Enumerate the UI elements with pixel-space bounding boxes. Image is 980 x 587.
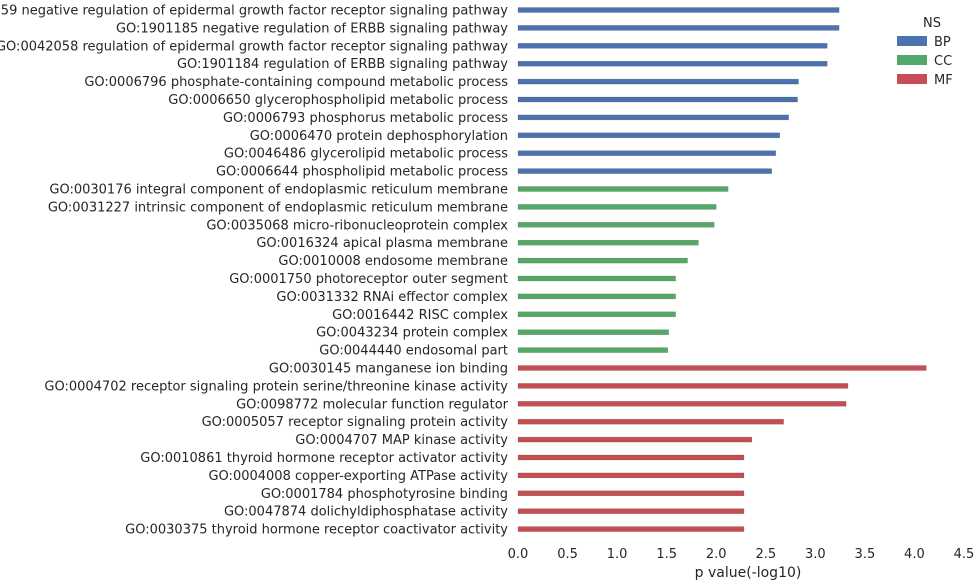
bar-bp [517, 96, 798, 103]
category-label: GO:0010861 thyroid hormone receptor acti… [140, 451, 508, 466]
x-tick-label: 0.0 [508, 547, 529, 562]
legend-swatch-mf [897, 74, 927, 84]
category-label: GO:0006793 phosphorus metabolic process [223, 111, 508, 126]
x-tick-label: 1.0 [607, 547, 628, 562]
bar-cc [517, 293, 676, 300]
bar-cc [517, 275, 676, 282]
category-label: GO:0031227 intrinsic component of endopl… [48, 200, 508, 215]
category-label: GO:0004707 MAP kinase activity [295, 433, 508, 448]
x-axis-ticks: 0.0 0.5 1.0 1.5 2.0 2.5 3.0 3.5 4.0 4.5 [508, 547, 975, 562]
category-label: GO:0035068 micro-ribonucleoprotein compl… [206, 218, 508, 233]
bar-cc [517, 257, 688, 264]
category-label: GO:0004702 receptor signaling protein se… [44, 379, 508, 394]
category-label: GO:1901185 negative regulation of ERBB s… [116, 21, 508, 36]
bar-bp [517, 60, 828, 67]
x-tick-label: 2.0 [706, 547, 727, 562]
x-tick-label: 4.0 [904, 547, 925, 562]
category-label: GO:0044440 endosomal part [319, 344, 508, 359]
category-label: GO:0006796 phosphate-containing compound… [84, 75, 508, 90]
bar-bp [517, 25, 840, 31]
bar-mf [517, 401, 847, 407]
bar-bp [517, 132, 780, 139]
category-label: GO:0030375 thyroid hormone receptor coac… [125, 523, 508, 538]
bar-cc [517, 239, 699, 246]
bars-group [517, 7, 927, 532]
category-label: GO:0006644 phospholipid metabolic proces… [216, 165, 508, 180]
category-label: GO:1901184 regulation of ERBB signaling … [177, 57, 508, 72]
category-label: GO:0016442 RISC complex [332, 308, 508, 323]
legend-swatch-cc [897, 55, 927, 65]
legend-title: NS [923, 16, 941, 31]
bar-mf [517, 436, 753, 443]
bar-mf [517, 526, 745, 532]
bar-bp [517, 114, 789, 121]
legend-label-mf: MF [934, 73, 953, 88]
bar-mf [517, 472, 745, 479]
x-axis-title: p value(-log10) [695, 565, 802, 581]
bar-mf [517, 454, 745, 461]
x-tick-label: 2.5 [755, 547, 776, 562]
bar-bp [517, 150, 776, 156]
bar-cc [517, 347, 668, 353]
x-tick-label: 3.5 [855, 547, 876, 562]
category-label: GO:0006470 protein dephosphorylation [250, 129, 508, 144]
category-labels: GO:0042059 negative regulation of epider… [0, 4, 509, 538]
x-tick-label: 0.5 [557, 547, 578, 562]
category-label: GO:0004008 copper-exporting ATPase activ… [208, 469, 508, 484]
category-label: GO:0001784 phosphotyrosine binding [261, 487, 508, 502]
bar-mf [517, 508, 745, 514]
bar-mf [517, 418, 784, 425]
category-label: GO:0098772 molecular function regulator [236, 397, 509, 412]
legend-label-cc: CC [934, 54, 952, 69]
bar-cc [517, 186, 729, 192]
bar-cc [517, 222, 715, 228]
bar-cc [517, 204, 717, 210]
category-label: GO:0042059 negative regulation of epider… [0, 4, 508, 19]
category-label: GO:0030145 manganese ion binding [269, 362, 508, 377]
legend: NS BP CC MF [897, 16, 953, 88]
category-label: GO:0031332 RNAi effector complex [276, 290, 508, 305]
category-label: GO:0047874 dolichyldiphosphatase activit… [224, 505, 508, 520]
x-tick-label: 1.5 [656, 547, 677, 562]
bar-bp [517, 168, 772, 174]
x-tick-label: 3.0 [805, 547, 826, 562]
x-tick-label: 4.5 [954, 547, 975, 562]
category-label: GO:0046486 glycerolipid metabolic proces… [224, 147, 508, 162]
category-label: GO:0042058 regulation of epidermal growt… [0, 39, 508, 54]
category-label: GO:0001750 photoreceptor outer segment [229, 272, 508, 287]
category-label: GO:0005057 receptor signaling protein ac… [202, 415, 509, 430]
bar-bp [517, 78, 799, 85]
bar-mf [517, 365, 927, 371]
bar-cc [517, 311, 676, 318]
bar-cc [517, 329, 669, 335]
bar-bp [517, 7, 840, 13]
bar-mf [517, 490, 745, 497]
legend-label-bp: BP [934, 35, 951, 50]
category-label: GO:0006650 glycerophospholipid metabolic… [168, 93, 508, 108]
category-label: GO:0030176 integral component of endopla… [49, 183, 508, 198]
bar-bp [517, 43, 828, 49]
category-label: GO:0010008 endosome membrane [278, 254, 508, 269]
legend-swatch-bp [897, 36, 927, 46]
bar-mf [517, 383, 849, 389]
category-label: GO:0043234 protein complex [316, 326, 508, 341]
category-label: GO:0016324 apical plasma membrane [256, 236, 508, 251]
